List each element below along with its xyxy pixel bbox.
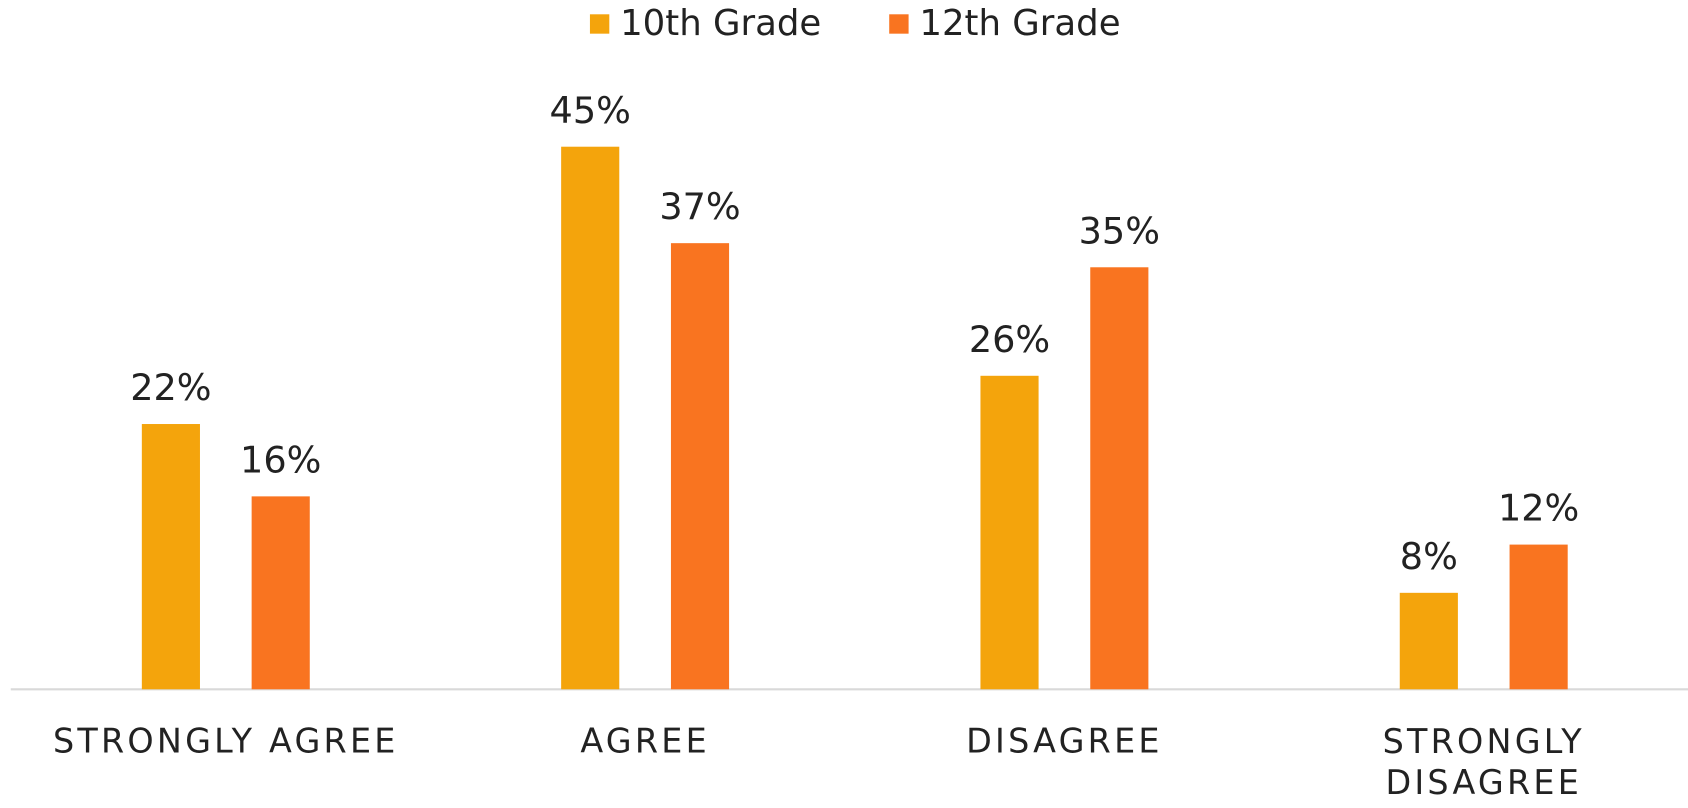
x-tick-label: STRONGLY DISAGREE	[1383, 722, 1585, 802]
bar	[670, 243, 730, 690]
x-tick-label: DISAGREE	[966, 722, 1163, 761]
legend-swatch	[589, 14, 610, 34]
x-tick-label: AGREE	[580, 722, 710, 761]
bar	[980, 375, 1039, 690]
bar	[1509, 544, 1568, 690]
data-label: 16%	[240, 438, 321, 481]
bar	[561, 146, 620, 690]
bar	[141, 424, 200, 690]
bar	[1399, 592, 1458, 690]
bar	[251, 496, 310, 690]
data-label: 26%	[969, 318, 1050, 361]
data-label: 37%	[659, 185, 740, 228]
data-label: 35%	[1079, 209, 1160, 252]
legend-label: 10th Grade	[620, 3, 821, 44]
data-label: 12%	[1498, 487, 1579, 530]
bar	[1090, 267, 1149, 690]
legend-swatch	[889, 14, 909, 34]
data-label: 22%	[130, 366, 211, 409]
x-tick-label: STRONGLY AGREE	[53, 722, 399, 761]
data-label: 8%	[1400, 535, 1458, 578]
legend-label: 12th Grade	[919, 3, 1120, 44]
data-label: 45%	[550, 89, 631, 132]
